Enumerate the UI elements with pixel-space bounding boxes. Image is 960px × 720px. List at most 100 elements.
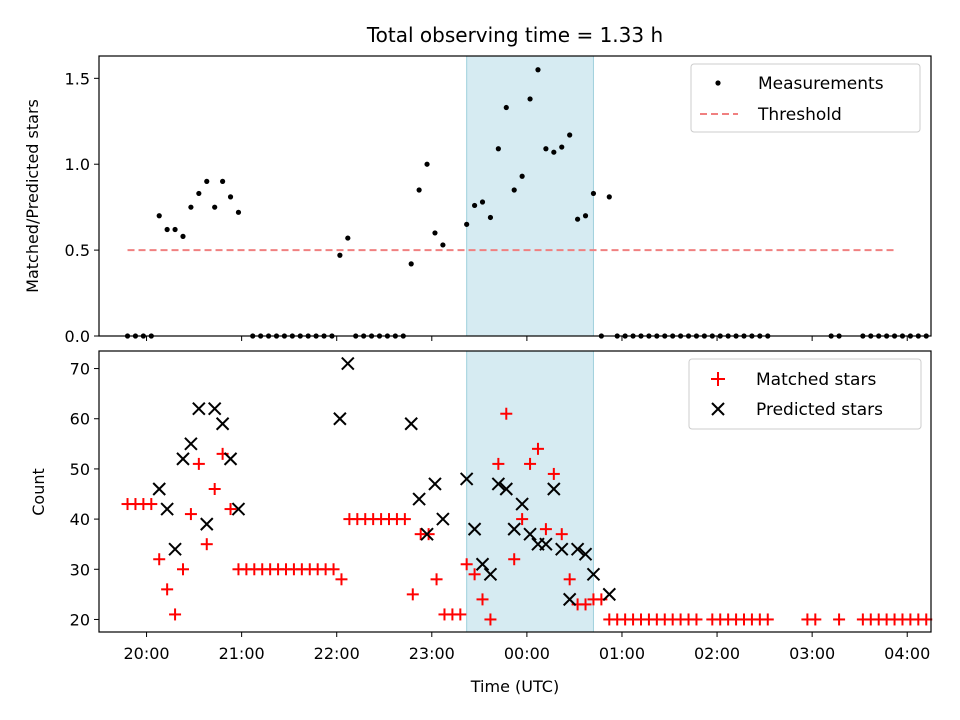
matched-point-36 bbox=[406, 588, 419, 601]
matched-point-6 bbox=[169, 608, 182, 621]
top-y-tick-label-2: 1.0 bbox=[65, 155, 90, 174]
matched-point-10 bbox=[200, 538, 213, 551]
predicted-point-24 bbox=[507, 522, 521, 536]
bottom-y-tick-label-5: 70 bbox=[70, 360, 90, 379]
predicted-point-15 bbox=[420, 527, 434, 541]
top-highlight-span bbox=[466, 55, 594, 337]
top-y-tick-label-0: 0.0 bbox=[65, 327, 90, 346]
predicted-point-20 bbox=[475, 557, 490, 571]
top-y-tick-label-1: 0.5 bbox=[65, 241, 90, 260]
matched-point-8 bbox=[184, 508, 197, 521]
predicted-point-35 bbox=[602, 587, 617, 602]
bottom-y-tick-label-1: 30 bbox=[70, 560, 90, 579]
bottom-y-tick-label-4: 60 bbox=[70, 410, 90, 429]
x-tick-label-3: 23:00 bbox=[409, 644, 455, 663]
measurement-point-14 bbox=[235, 209, 242, 215]
bottom-panel: 20 30 40 50 60 70 20:00 21:00 22:00 23:00 00:00 01… bbox=[29, 350, 933, 696]
predicted-point-9 bbox=[223, 452, 238, 466]
measurement-point-42 bbox=[479, 199, 486, 205]
predicted-point-21 bbox=[483, 567, 498, 582]
bottom-plot-marks bbox=[121, 356, 933, 626]
matched-point-46 bbox=[484, 613, 497, 626]
measurement-point-7 bbox=[180, 233, 186, 239]
measurement-point-11 bbox=[212, 204, 218, 210]
measurement-point-10 bbox=[204, 178, 210, 184]
matched-point-4 bbox=[153, 553, 166, 566]
predicted-point-11 bbox=[333, 412, 347, 426]
measurement-point-56 bbox=[590, 190, 597, 197]
matched-point-50 bbox=[516, 513, 529, 526]
matched-point-83 bbox=[833, 613, 846, 626]
predicted-point-18 bbox=[459, 472, 474, 486]
predicted-point-25 bbox=[515, 497, 529, 511]
bottom-legend-box bbox=[688, 358, 922, 430]
top-axes-frame bbox=[98, 55, 932, 337]
predicted-point-1 bbox=[160, 502, 174, 516]
bottom-y-axis: 20 30 40 50 60 70 bbox=[70, 360, 99, 629]
measurement-point-5 bbox=[164, 226, 170, 233]
predicted-point-32 bbox=[570, 542, 585, 556]
predicted-point-5 bbox=[192, 401, 206, 416]
predicted-point-3 bbox=[176, 452, 190, 466]
predicted-point-4 bbox=[184, 437, 198, 451]
matched-point-55 bbox=[555, 528, 568, 541]
bottom-axes-frame bbox=[98, 350, 932, 633]
predicted-point-17 bbox=[436, 512, 450, 526]
x-tick-label-6: 02:00 bbox=[694, 644, 740, 663]
bottom-highlight-span bbox=[466, 350, 594, 633]
measurement-point-50 bbox=[543, 146, 549, 152]
measurement-point-46 bbox=[511, 187, 517, 193]
predicted-point-29 bbox=[547, 482, 561, 496]
matched-point-54 bbox=[547, 467, 560, 480]
matched-point-38 bbox=[422, 528, 435, 541]
measurement-point-27 bbox=[345, 235, 351, 241]
bottom-y-axis-label: Count bbox=[29, 468, 48, 516]
measurement-point-36 bbox=[416, 187, 422, 193]
predicted-point-31 bbox=[562, 592, 577, 607]
measurement-point-35 bbox=[408, 261, 414, 267]
top-y-axis: 0.0 0.5 1.0 1.5 bbox=[65, 69, 99, 346]
measurement-point-55 bbox=[582, 213, 589, 219]
measurement-point-44 bbox=[495, 146, 501, 152]
matched-point-35 bbox=[398, 513, 411, 526]
predicted-point-30 bbox=[555, 542, 569, 556]
predicted-point-6 bbox=[200, 517, 214, 531]
measurement-point-54 bbox=[574, 216, 581, 222]
measurement-point-53 bbox=[567, 132, 573, 138]
predicted-point-10 bbox=[231, 502, 246, 516]
predicted-point-0 bbox=[152, 482, 166, 496]
matched-point-7 bbox=[176, 563, 189, 576]
matched-point-27 bbox=[335, 573, 348, 586]
measurement-point-13 bbox=[227, 194, 234, 200]
legend-matched-label: Matched stars bbox=[756, 370, 876, 390]
measurement-point-45 bbox=[503, 104, 509, 111]
matched-point-72 bbox=[690, 613, 703, 626]
predicted-point-28 bbox=[539, 537, 553, 551]
predicted-point-34 bbox=[586, 567, 601, 582]
predicted-point-2 bbox=[168, 542, 182, 556]
top-x-tick-marks bbox=[146, 336, 908, 341]
top-panel: 0.0 0.5 1.0 1.5 Total observing time = 1.33… bbox=[23, 23, 932, 346]
matched-point-47 bbox=[492, 457, 505, 470]
predicted-point-12 bbox=[341, 356, 355, 371]
predicted-point-13 bbox=[404, 417, 418, 431]
measurement-point-52 bbox=[559, 144, 565, 150]
top-y-tick-label-3: 1.5 bbox=[65, 69, 90, 88]
x-axis-label: Time (UTC) bbox=[470, 677, 559, 696]
measurement-point-40 bbox=[464, 221, 470, 227]
legend-measurements-label: Measurements bbox=[758, 74, 884, 94]
legend-matched-marker bbox=[711, 372, 725, 386]
legend-predicted-label: Predicted stars bbox=[756, 400, 883, 420]
predicted-point-16 bbox=[428, 477, 442, 491]
measurement-point-51 bbox=[551, 149, 557, 155]
predicted-point-14 bbox=[412, 492, 426, 506]
chart-title: Total observing time = 1.33 h bbox=[366, 23, 663, 47]
predicted-point-26 bbox=[523, 527, 537, 541]
matched-point-48 bbox=[500, 407, 513, 420]
matched-point-45 bbox=[476, 593, 489, 606]
measurement-point-47 bbox=[519, 173, 525, 179]
matched-point-92 bbox=[920, 613, 933, 626]
bottom-y-tick-label-3: 50 bbox=[70, 460, 90, 479]
measurement-point-8 bbox=[188, 204, 194, 210]
